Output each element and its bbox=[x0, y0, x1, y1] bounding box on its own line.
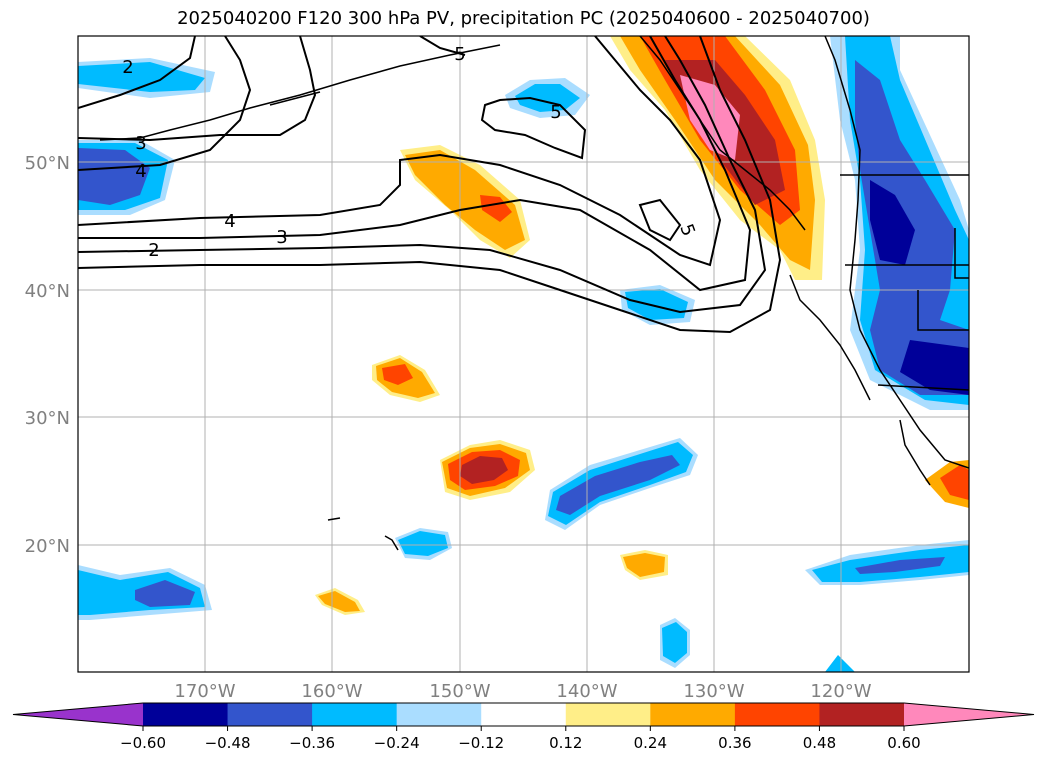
contour-label: 5 bbox=[454, 44, 465, 65]
lon-label: 160°W bbox=[301, 681, 362, 702]
colorbar-segment bbox=[396, 703, 482, 726]
lat-label: 40°N bbox=[25, 281, 70, 302]
colorbar-tick-label: 0.12 bbox=[549, 734, 582, 752]
lon-label: 170°W bbox=[174, 681, 235, 702]
colorbar-segment bbox=[143, 703, 229, 726]
colorbar-extend-high bbox=[904, 703, 1034, 726]
colorbar-tick-label: −0.12 bbox=[458, 734, 504, 752]
figure-title: 2025040200 F120 300 hPa PV, precipitatio… bbox=[177, 8, 870, 29]
lat-label: 50°N bbox=[25, 153, 70, 174]
colorbar-segment bbox=[565, 703, 651, 726]
colorbar-segment bbox=[312, 703, 398, 726]
colorbar-tick-label: 0.48 bbox=[803, 734, 836, 752]
contour-label: 5 bbox=[550, 102, 561, 123]
colorbar-segment bbox=[227, 703, 313, 726]
precip-shading bbox=[78, 36, 969, 672]
colorbar-tick-label: −0.24 bbox=[374, 734, 420, 752]
colorbar-tick-label: 0.36 bbox=[718, 734, 751, 752]
contour-label: 3 bbox=[135, 133, 146, 154]
lat-label: 20°N bbox=[25, 536, 70, 557]
lon-label: 150°W bbox=[429, 681, 490, 702]
colorbar-segment bbox=[481, 703, 567, 726]
colorbar-tick-label: −0.60 bbox=[120, 734, 166, 752]
lat-label: 30°N bbox=[25, 408, 70, 429]
contour-label: 2 bbox=[148, 240, 159, 261]
lon-label: 130°W bbox=[683, 681, 744, 702]
contour-label: 3 bbox=[276, 227, 287, 248]
pv-contours bbox=[78, 36, 782, 334]
colorbar-ticks: −0.60 −0.48 −0.36 −0.24 −0.12 0.12 0.24 0.36 0.4… bbox=[120, 726, 921, 752]
contour-label: 4 bbox=[224, 211, 235, 232]
lat-labels: 20°N 30°N 40°N 50°N bbox=[25, 153, 70, 557]
contour-label: 2 bbox=[122, 57, 133, 78]
map-panel: 2 3 4 5 2 3 4 5 5 bbox=[78, 36, 969, 672]
lon-label: 120°W bbox=[810, 681, 871, 702]
colorbar: −0.60 −0.48 −0.36 −0.24 −0.12 0.12 0.24 0.36 0.4… bbox=[12, 702, 1035, 752]
colorbar-tick-label: 0.60 bbox=[887, 734, 920, 752]
colorbar-tick-label: 0.24 bbox=[634, 734, 667, 752]
colorbar-tick-label: −0.48 bbox=[205, 734, 251, 752]
colorbar-segment bbox=[819, 703, 905, 726]
colorbar-tick-label: −0.36 bbox=[289, 734, 335, 752]
map-frame bbox=[77, 35, 970, 673]
colorbar-segment bbox=[650, 703, 736, 726]
lon-label: 140°W bbox=[556, 681, 617, 702]
lon-labels: 170°W 160°W 150°W 140°W 130°W 120°W bbox=[174, 681, 871, 702]
colorbar-segments bbox=[12, 702, 1035, 727]
contour-label: 4 bbox=[135, 161, 146, 182]
colorbar-extend-low bbox=[13, 703, 143, 726]
coastlines bbox=[99, 36, 969, 551]
colorbar-segment bbox=[734, 703, 820, 726]
